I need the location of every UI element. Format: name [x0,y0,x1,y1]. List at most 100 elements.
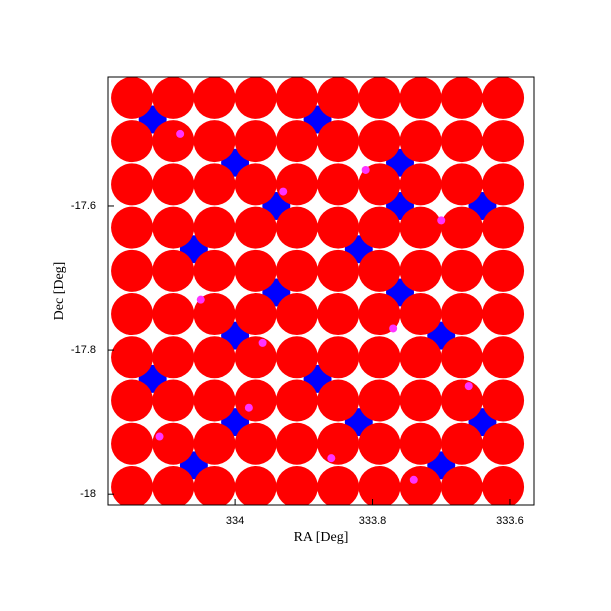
point [440,206,483,249]
point [361,165,370,174]
point [358,249,401,292]
x-tick-label: 333.6 [496,515,524,527]
point [111,120,154,163]
point [317,293,360,336]
point [152,379,195,422]
point [399,249,442,292]
point [193,77,236,119]
point [111,249,154,292]
point [275,249,318,292]
point [440,120,483,163]
point [193,379,236,422]
point [275,163,318,206]
point [358,293,401,336]
point [234,422,277,465]
point [193,249,236,292]
point [358,422,401,465]
point [193,422,236,465]
point [399,379,442,422]
point [358,77,401,119]
point [358,336,401,379]
point [327,454,336,463]
point [317,163,360,206]
point [152,336,195,379]
point [440,163,483,206]
point [155,432,164,441]
point [111,77,154,119]
point [358,465,401,505]
point [440,249,483,292]
point [399,422,442,465]
point [317,77,360,119]
point [482,379,525,422]
plot-frame [107,76,535,506]
point [464,382,473,391]
point [437,216,446,225]
point [440,77,483,119]
point [358,163,401,206]
x-tick-label: 333.8 [359,515,387,527]
y-tick-label: -17.6 [71,200,96,212]
plot-area [111,77,525,505]
point [152,293,195,336]
point [482,249,525,292]
x-axis-label: RA [Deg] [294,530,349,545]
point [111,379,154,422]
point [234,293,277,336]
point [358,120,401,163]
point [440,465,483,505]
point [234,379,277,422]
point [193,465,236,505]
point [279,187,288,196]
point [440,336,483,379]
point [317,249,360,292]
point [482,336,525,379]
point [482,422,525,465]
point [152,120,195,163]
point [234,465,277,505]
point [482,120,525,163]
y-axis-label: Dec [Deg] [52,262,67,321]
point [193,163,236,206]
point [275,465,318,505]
point [275,77,318,119]
point [399,206,442,249]
point [244,403,253,412]
point [275,206,318,249]
point [234,120,277,163]
point [275,120,318,163]
y-tick-label: -17.8 [71,344,96,356]
point [317,336,360,379]
point [358,379,401,422]
point [482,77,525,119]
x-tick-label: 334 [226,515,244,527]
point [193,206,236,249]
point [317,465,360,505]
point [152,465,195,505]
point [389,324,398,333]
point [399,163,442,206]
point [317,379,360,422]
point [152,206,195,249]
point [111,422,154,465]
point [399,336,442,379]
point [234,249,277,292]
point [482,465,525,505]
point [275,379,318,422]
point [482,293,525,336]
point [193,336,236,379]
point [409,475,418,484]
point [275,422,318,465]
point [258,338,267,347]
point [317,422,360,465]
point [193,293,236,336]
y-tick-label: -18 [80,488,96,500]
point [275,336,318,379]
point [152,422,195,465]
point [399,77,442,119]
point [482,163,525,206]
point [152,163,195,206]
point [234,163,277,206]
point [275,293,318,336]
